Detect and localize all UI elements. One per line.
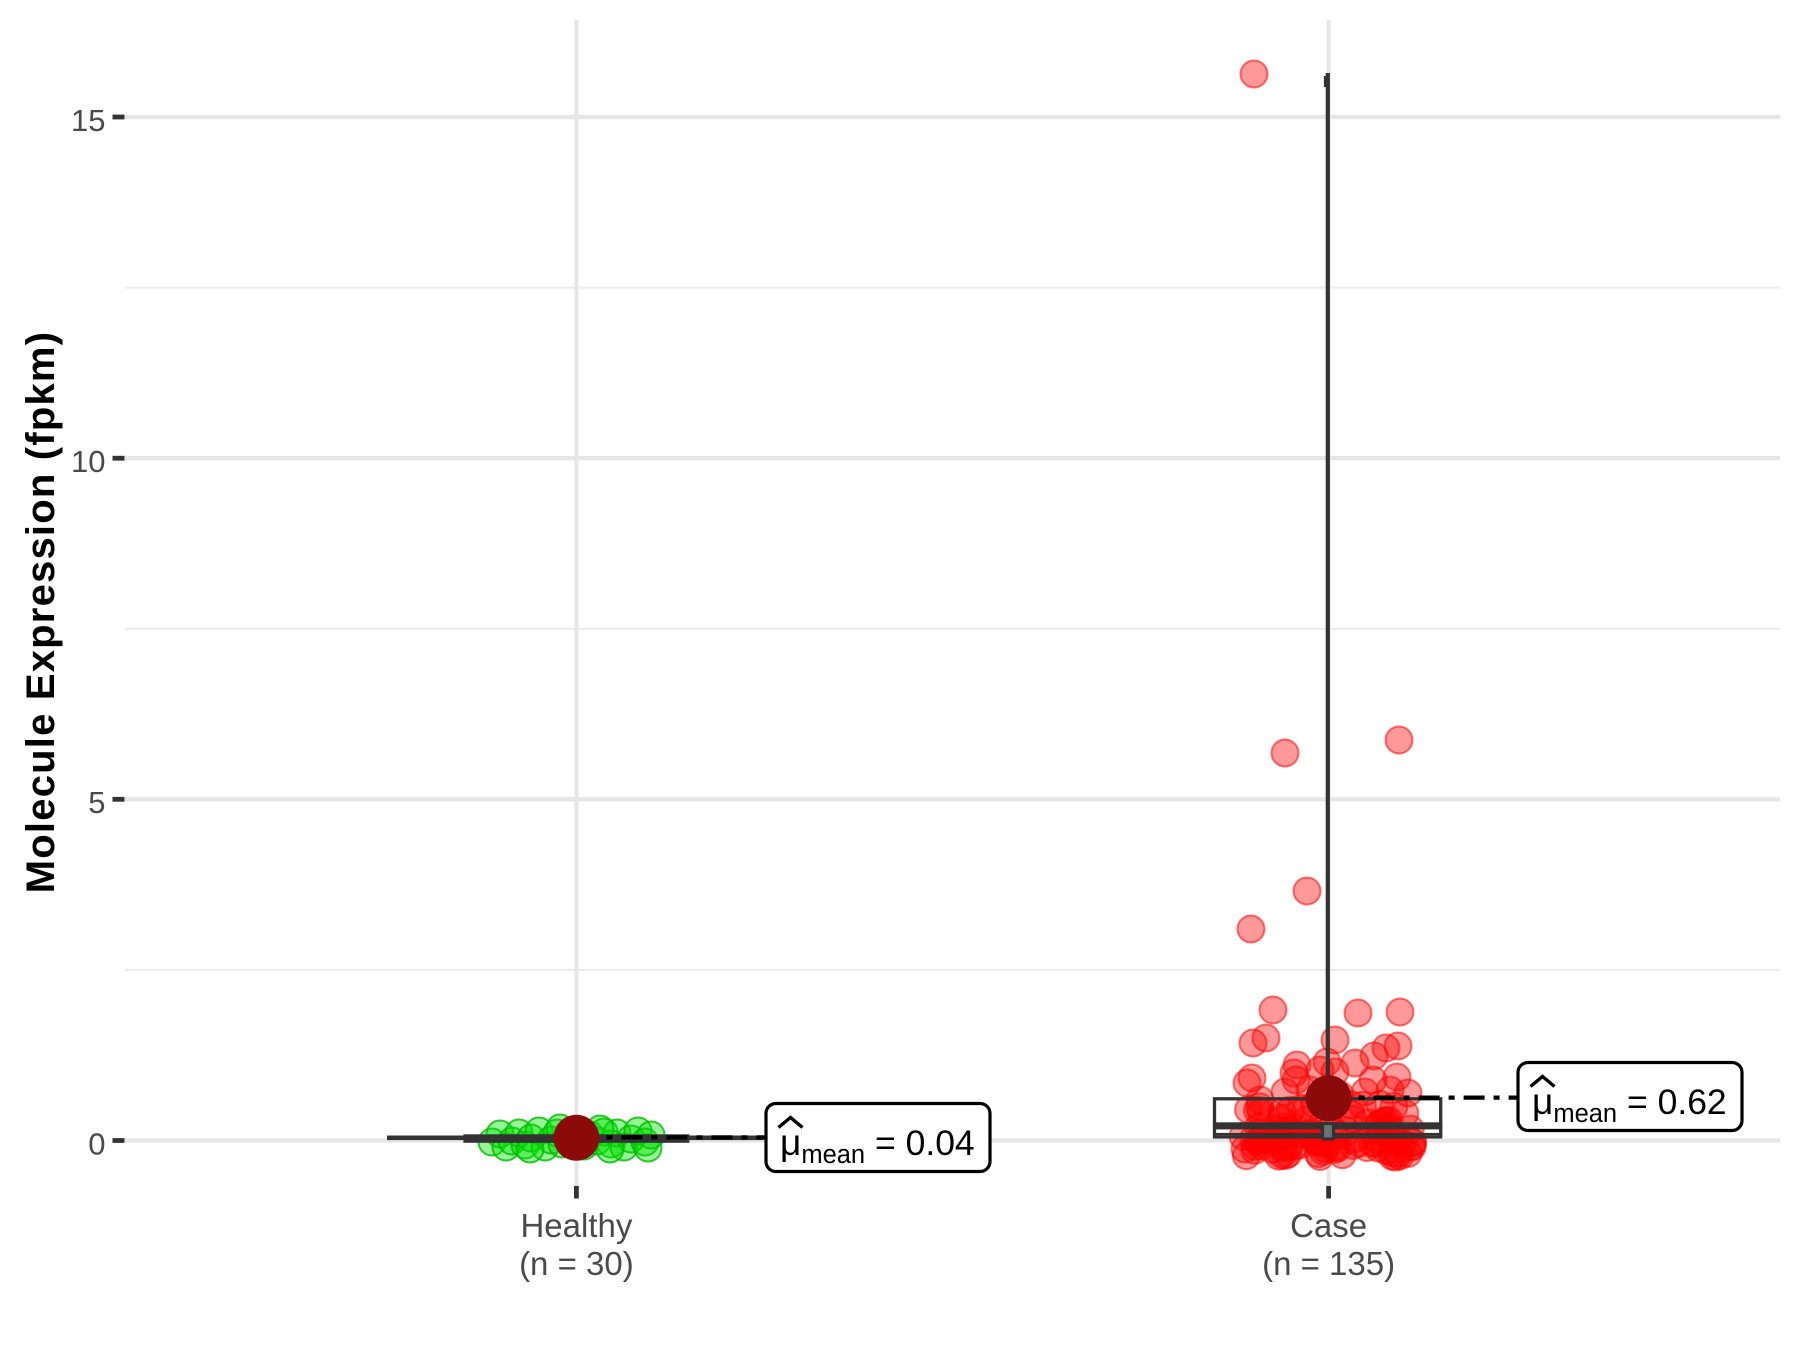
svg-text:5: 5 (88, 785, 105, 820)
svg-text:Healthy: Healthy (520, 1207, 632, 1244)
svg-text:Case: Case (1290, 1207, 1367, 1244)
svg-text:(n = 30): (n = 30) (519, 1245, 634, 1282)
svg-text:10: 10 (71, 444, 105, 479)
svg-text:Molecule Expression (fpkm): Molecule Expression (fpkm) (19, 331, 63, 893)
svg-text:15: 15 (71, 103, 105, 138)
svg-text:(n = 135): (n = 135) (1262, 1245, 1395, 1282)
svg-text:0: 0 (88, 1126, 105, 1161)
